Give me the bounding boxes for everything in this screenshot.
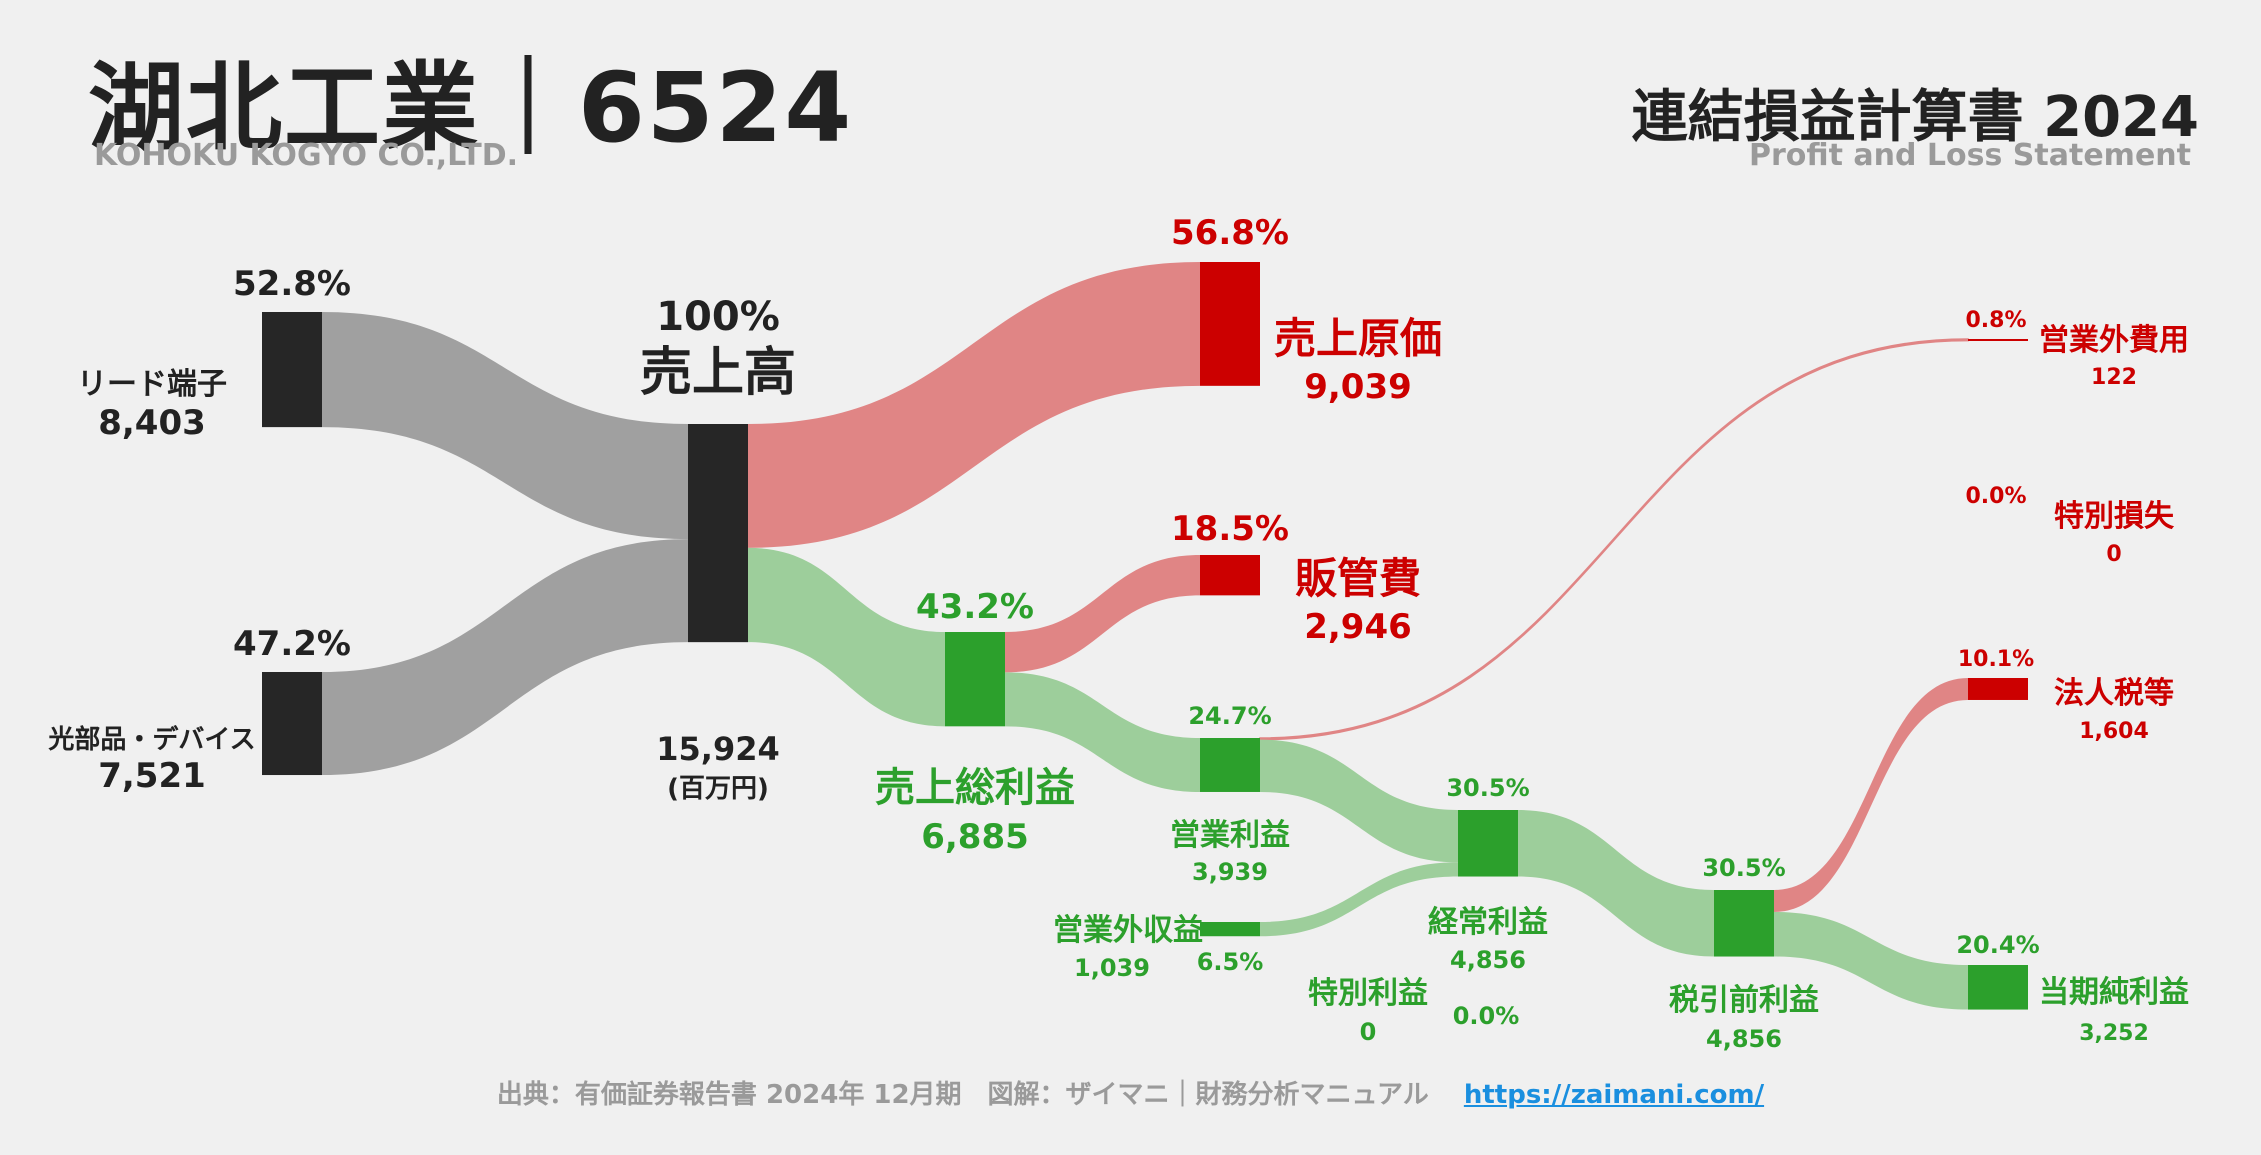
node-pretax	[1714, 890, 1774, 957]
pct-label-lead: 52.8%	[233, 264, 351, 304]
pct-label-tax: 10.1%	[1958, 647, 2034, 672]
label-nonop-inc: 営業外収益	[1053, 913, 1203, 948]
value-label-pretax: 4,856	[1706, 1025, 1782, 1053]
label-net: 当期純利益	[2039, 975, 2189, 1010]
value-label-sales: 15,924	[656, 730, 779, 768]
label-sga: 販管費	[1295, 554, 1421, 603]
node-optical	[262, 672, 322, 776]
pct-label-pretax: 30.5%	[1702, 854, 1785, 882]
label-gross: 売上総利益	[875, 765, 1075, 811]
pct-label-cogs: 56.8%	[1171, 213, 1289, 253]
flow-pretax-to-tax	[1774, 678, 1968, 912]
pct-label-sga: 18.5%	[1171, 509, 1289, 549]
label-lead: リード端子	[77, 367, 227, 402]
flow-sales-to-cogs	[748, 262, 1200, 548]
pct-label-extra-inc: 0.0%	[1453, 1002, 1520, 1030]
statement-title: 連結損益計算書 2024	[1631, 85, 2199, 150]
value-label-ordinary: 4,856	[1450, 946, 1526, 974]
node-tax	[1968, 678, 2028, 700]
label-sales: 売上高	[640, 343, 796, 403]
label-op: 営業利益	[1170, 818, 1290, 853]
label-extra-inc: 特別利益	[1308, 976, 1428, 1011]
source-note: 出典：有価証券報告書 2024年 12月期 図解：ザイマニ｜財務分析マニュアル	[496, 1080, 1429, 1110]
node-gross	[945, 632, 1005, 727]
pct-label-nonop-inc: 6.5%	[1197, 948, 1264, 976]
pct-label-ordinary: 30.5%	[1446, 774, 1529, 802]
label-nonop-exp: 営業外費用	[2039, 323, 2189, 358]
flow-sales-to-gross	[748, 547, 945, 727]
pct-label-sales: 100%	[656, 294, 780, 340]
node-lead	[262, 312, 322, 428]
value-label-lead: 8,403	[98, 403, 206, 443]
unit-label: (百万円)	[667, 774, 769, 804]
pct-label-nonop-exp: 0.8%	[1965, 308, 2026, 333]
node-nonop_exp	[1968, 339, 2028, 341]
node-net	[1968, 965, 2028, 1010]
label-cogs: 売上原価	[1274, 314, 1442, 363]
value-label-optical: 7,521	[98, 756, 206, 796]
flow-gross-to-op	[1005, 672, 1200, 792]
statement-subtitle: Profit and Loss Statement	[1748, 138, 2191, 173]
value-label-extra-inc: 0	[1360, 1018, 1377, 1046]
value-label-sga: 2,946	[1304, 607, 1412, 647]
company-title: 湖北工業｜6524	[88, 52, 854, 164]
value-label-nonop-inc: 1,039	[1074, 954, 1150, 982]
flow-nonop_inc-to-ordinary	[1260, 862, 1458, 937]
label-optical: 光部品・デバイス	[47, 724, 255, 755]
value-label-op: 3,939	[1192, 858, 1268, 886]
flow-lead-to-sales	[322, 312, 688, 540]
pct-label-op: 24.7%	[1188, 702, 1271, 730]
node-nonop_inc	[1200, 922, 1260, 937]
pct-label-optical: 47.2%	[233, 624, 351, 664]
pct-label-extra-loss: 0.0%	[1965, 484, 2026, 509]
label-extra-loss: 特別損失	[2054, 499, 2175, 534]
label-tax: 法人税等	[2054, 676, 2174, 711]
pct-label-gross: 43.2%	[916, 587, 1034, 627]
value-label-net: 3,252	[2079, 1021, 2149, 1046]
value-label-cogs: 9,039	[1304, 367, 1412, 407]
node-sales	[688, 424, 748, 643]
footer: 出典：有価証券報告書 2024年 12月期 図解：ザイマニ｜財務分析マニュアル …	[0, 1074, 2261, 1111]
node-op	[1200, 738, 1260, 792]
node-ordinary	[1458, 810, 1518, 877]
flow-op-to-ordinary	[1260, 739, 1458, 863]
flow-gross-to-sga	[1005, 555, 1200, 673]
label-pretax: 税引前利益	[1669, 983, 1819, 1018]
node-cogs	[1200, 262, 1260, 386]
pct-label-net: 20.4%	[1956, 931, 2039, 959]
value-label-gross: 6,885	[921, 817, 1029, 857]
flow-pretax-to-net	[1774, 911, 1968, 1010]
label-ordinary: 経常利益	[1428, 905, 1548, 940]
value-label-extra-loss: 0	[2106, 542, 2121, 567]
node-sga	[1200, 555, 1260, 596]
value-label-nonop-exp: 122	[2091, 365, 2137, 390]
value-label-tax: 1,604	[2079, 719, 2149, 744]
flow-optical-to-sales	[322, 539, 688, 776]
flow-ordinary-to-pretax	[1518, 810, 1714, 957]
source-link[interactable]: https://zaimani.com/	[1463, 1080, 1765, 1110]
company-name-en: KOHOKU KOGYO CO.,LTD.	[94, 138, 519, 173]
